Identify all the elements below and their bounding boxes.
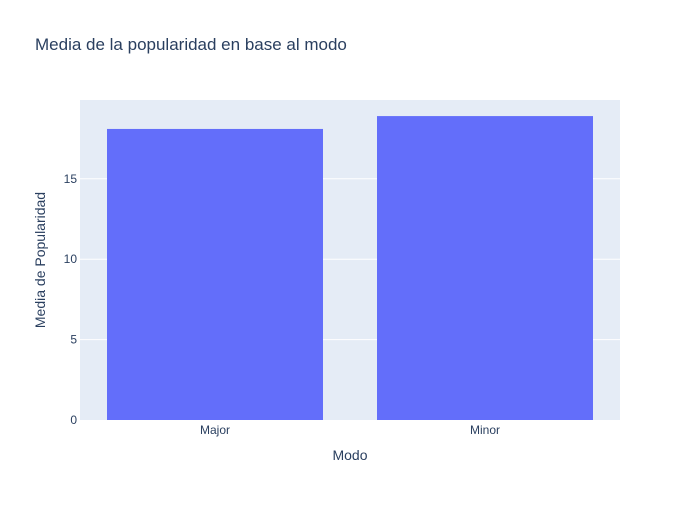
y-tick-label: 5: [70, 333, 77, 347]
x-axis-title: Modo: [332, 447, 367, 463]
bar-minor[interactable]: [377, 116, 593, 421]
x-tick-label-major: Major: [200, 423, 230, 437]
x-axis-ticks: Major Minor: [200, 423, 500, 437]
chart-title: Media de la popularidad en base al modo: [35, 35, 347, 54]
x-tick-label-minor: Minor: [470, 423, 500, 437]
bars: [107, 116, 593, 421]
y-tick-label: 15: [64, 172, 78, 186]
bar-major[interactable]: [107, 128, 323, 421]
y-tick-label: 10: [64, 252, 78, 266]
y-axis-title: Media de Popularidad: [32, 192, 48, 328]
y-axis-ticks: 0 5 10 15: [64, 172, 78, 427]
y-tick-label: 0: [70, 413, 77, 427]
